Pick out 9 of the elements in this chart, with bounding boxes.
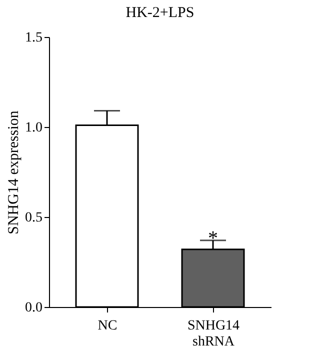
y-axis-title: SNHG14 expression (6, 110, 22, 234)
annotation: * (208, 228, 218, 250)
x-tick-label: NC (98, 318, 118, 334)
y-tick-label: 0.5 (25, 210, 42, 226)
x-tick-label: SNHG14 shRNA (187, 318, 240, 350)
y-tick-label: 0.0 (25, 300, 42, 316)
chart-title: HK-2+LPS (126, 5, 194, 21)
y-tick-label: 1.0 (25, 120, 42, 136)
y-tick-label: 1.5 (25, 30, 42, 46)
